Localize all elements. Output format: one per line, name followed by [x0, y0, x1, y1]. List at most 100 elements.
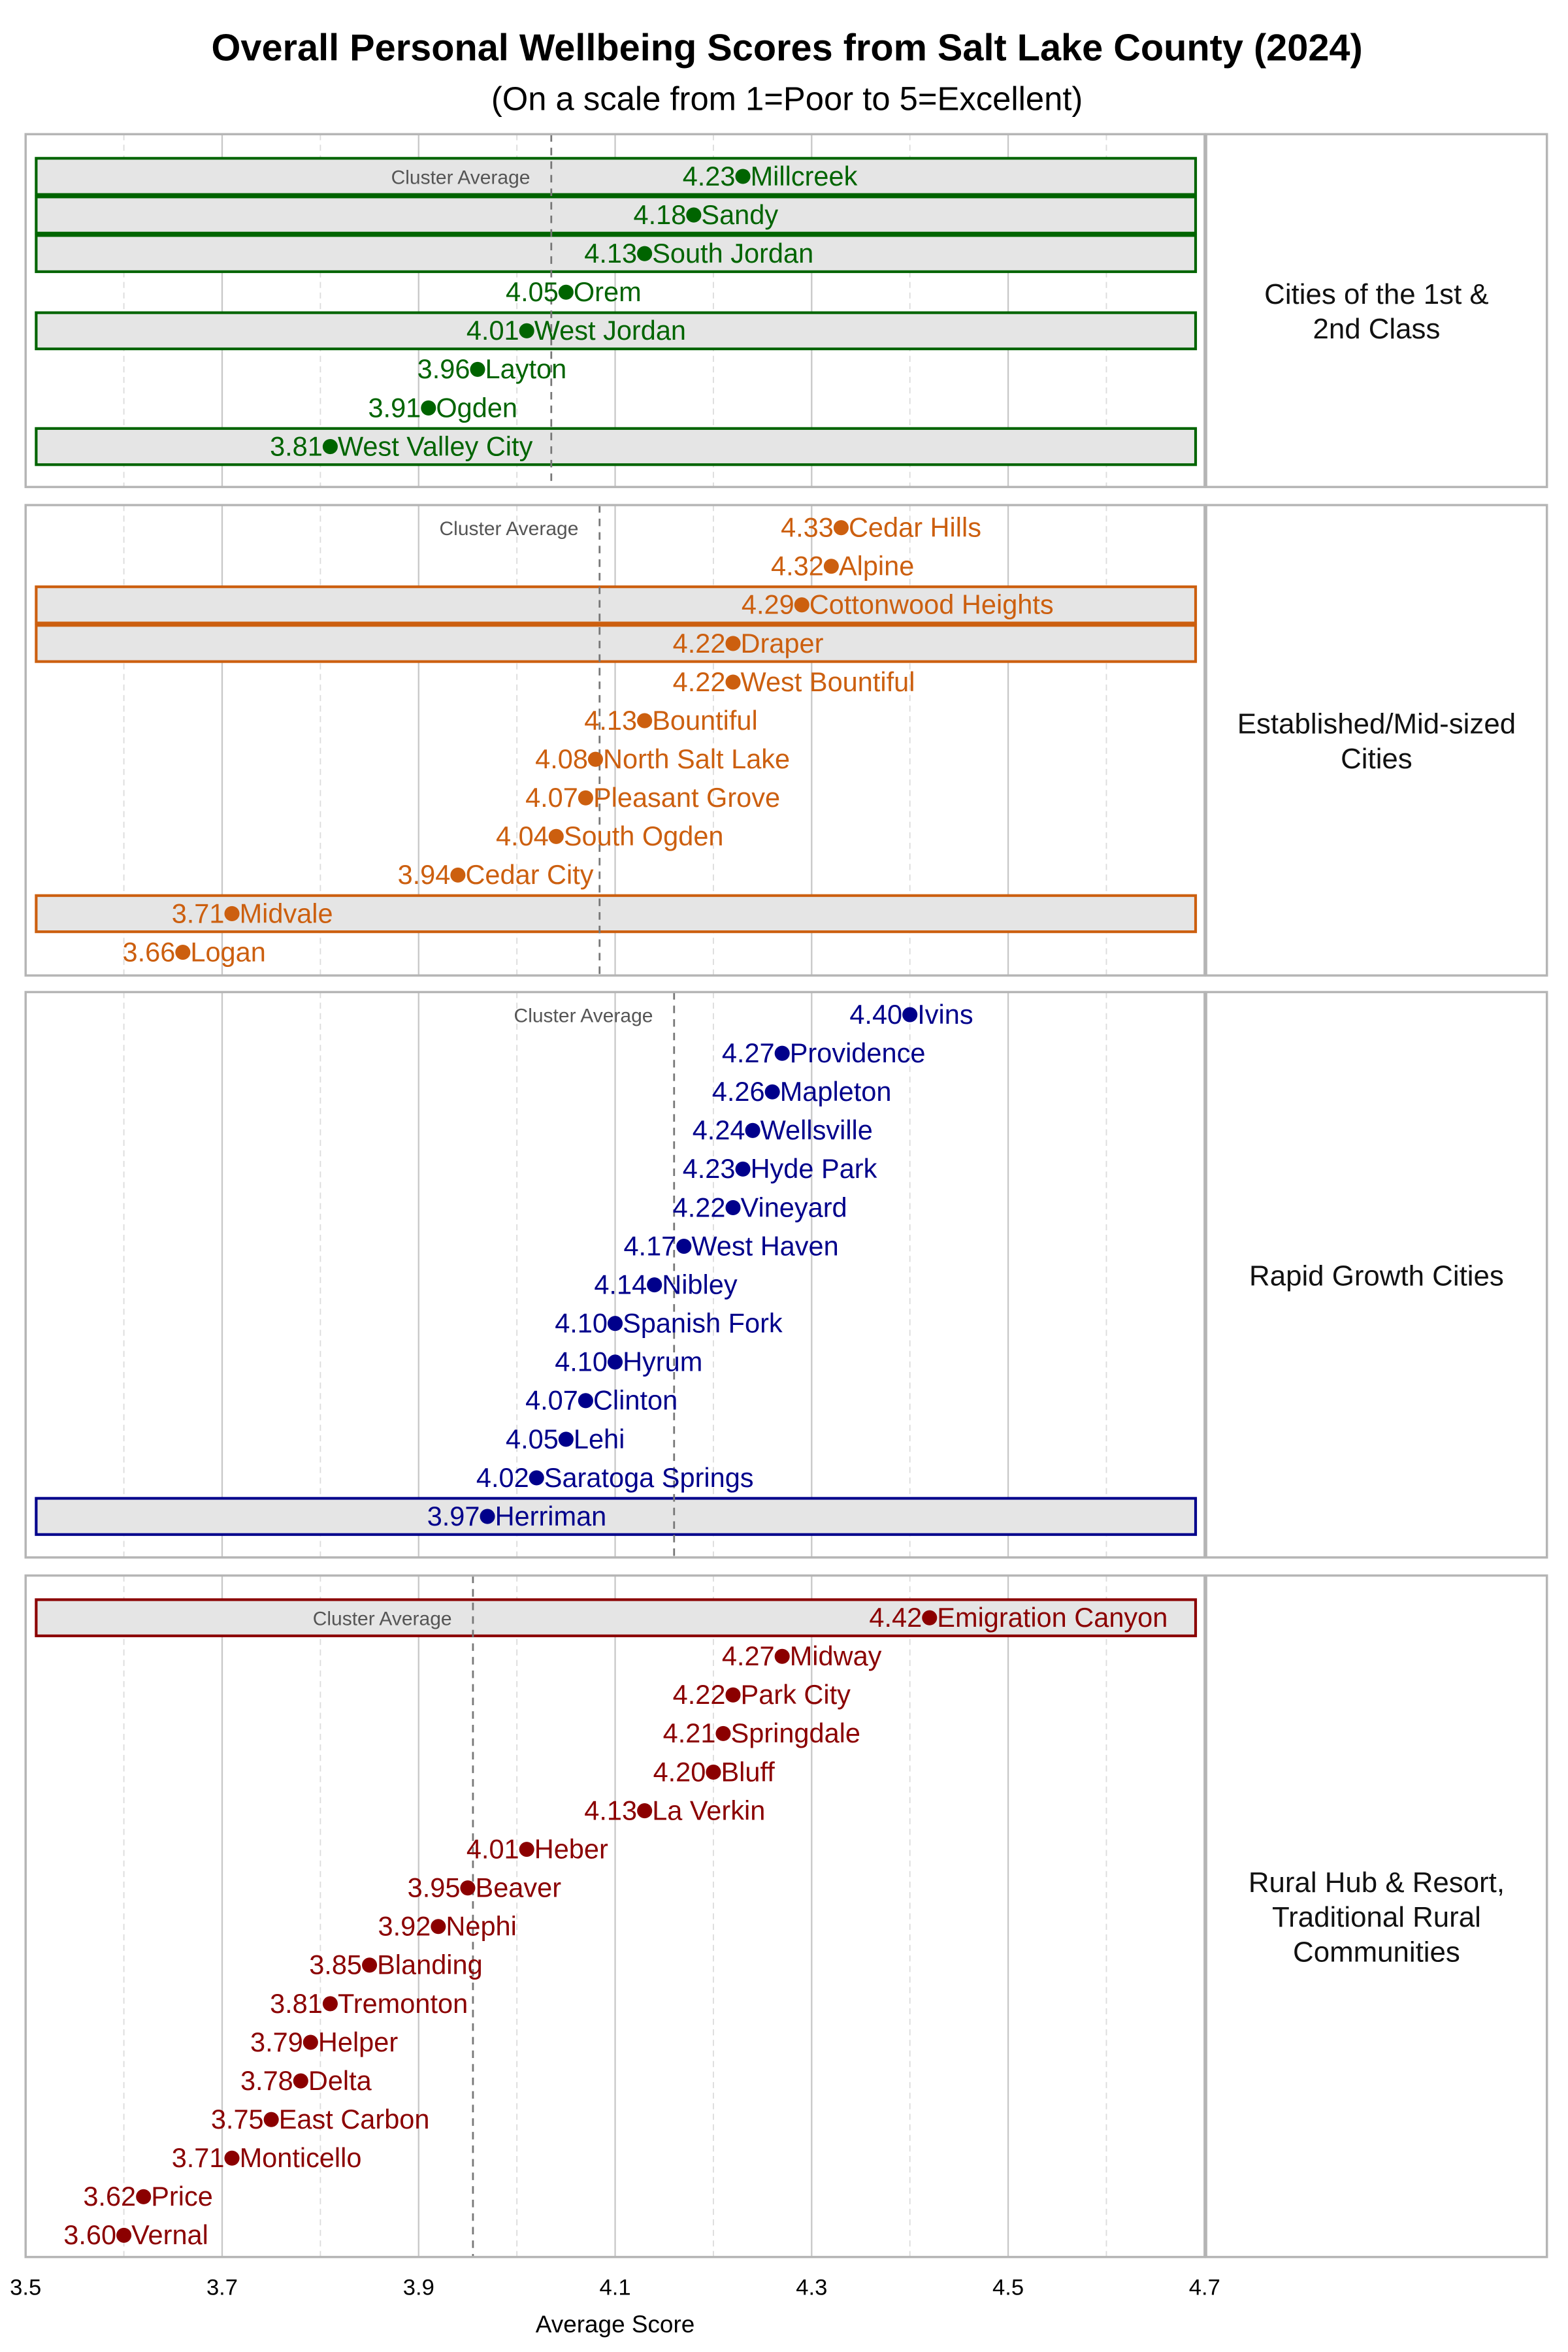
data-point [470, 361, 485, 377]
x-tick-label: 3.7 [206, 2275, 238, 2300]
data-point [450, 867, 466, 883]
data-point [421, 400, 436, 416]
data-point [224, 2150, 240, 2166]
city-name-label: Ogden [436, 392, 517, 423]
city-name-label: Herriman [495, 1501, 607, 1531]
data-value-label: 3.66 [122, 936, 175, 967]
data-point [676, 1239, 692, 1254]
city-name-label: South Jordan [652, 238, 813, 269]
city-name-label: West Haven [691, 1230, 838, 1261]
x-tick-label: 4.7 [1189, 2275, 1220, 2300]
city-name-label: Sandy [701, 199, 778, 230]
facet-panel: Cluster Average 4.23 Millcreek 4.18 Sandy 4.1… [24, 133, 1548, 489]
city-name-label: West Bountiful [741, 666, 915, 697]
city-name-label: Hyde Park [751, 1153, 877, 1184]
data-point [519, 323, 534, 338]
facet-strip-label: Rapid Growth Cities [1249, 1260, 1504, 1292]
city-name-label: Nephi [446, 1911, 516, 1942]
highlight-box [35, 427, 1198, 466]
data-value-label: 4.04 [496, 821, 549, 851]
data-point [637, 713, 653, 728]
city-name-label: Logan [190, 936, 265, 967]
data-value-label: 4.14 [594, 1269, 647, 1299]
city-name-label: Layton [485, 353, 567, 384]
data-value-label: 4.10 [555, 1347, 608, 1377]
data-value-label: 4.23 [683, 1153, 736, 1184]
data-value-label: 3.79 [250, 2027, 303, 2057]
facet-strip-label: 2nd Class [1313, 313, 1440, 345]
city-name-label: West Valley City [338, 431, 533, 461]
data-point [548, 828, 564, 844]
city-name-label: Midway [790, 1641, 882, 1671]
facet-strip [1205, 504, 1548, 977]
city-name-label: Midvale [240, 898, 333, 928]
data-value-label: 4.22 [673, 628, 726, 659]
city-name-label: Delta [308, 2065, 372, 2096]
data-value-label: 4.22 [673, 1192, 726, 1222]
city-name-label: Cedar City [465, 859, 593, 890]
city-name-label: Clinton [593, 1385, 678, 1416]
city-name-label: Ivins [917, 999, 973, 1030]
x-tick-label: 3.9 [403, 2275, 434, 2300]
panel-border [24, 990, 1206, 1559]
data-point [823, 559, 839, 574]
data-point [774, 1648, 790, 1664]
data-value-label: 3.81 [270, 431, 323, 461]
facet-strip-label: Rural Hub & Resort, [1249, 1867, 1505, 1899]
city-name-label: West Jordan [534, 315, 686, 346]
highlight-box [35, 1598, 1198, 1637]
data-value-label: 3.60 [63, 2219, 116, 2250]
city-name-label: Spanish Fork [623, 1308, 783, 1339]
data-value-label: 3.94 [398, 859, 451, 890]
city-name-label: Beaver [476, 1872, 562, 1903]
data-point [578, 790, 593, 806]
city-name-label: Lehi [574, 1424, 625, 1454]
data-value-label: 3.95 [408, 1872, 461, 1903]
data-point [725, 636, 741, 651]
facet-strip [1205, 990, 1548, 1559]
city-name-label: South Ogden [564, 821, 724, 851]
data-point [745, 1122, 760, 1138]
city-name-label: Draper [741, 628, 824, 659]
city-name-label: Vernal [131, 2219, 208, 2250]
x-tick-label: 4.3 [796, 2275, 827, 2300]
data-value-label: 3.78 [240, 2065, 293, 2096]
data-point [587, 751, 603, 767]
x-tick-label: 4.5 [992, 2275, 1024, 2300]
facet-strip-label: Established/Mid-sized [1237, 708, 1516, 740]
data-point [460, 1880, 476, 1896]
data-point [302, 2034, 318, 2050]
city-name-label: Cottonwood Heights [809, 589, 1054, 620]
data-point [558, 1431, 574, 1447]
city-name-label: Heber [534, 1833, 608, 1864]
city-name-label: Nibley [662, 1269, 738, 1299]
data-value-label: 4.10 [555, 1308, 608, 1339]
city-name-label: Bluff [721, 1756, 775, 1787]
chart-title: Overall Personal Wellbeing Scores from S… [212, 27, 1363, 69]
data-value-label: 3.85 [309, 1950, 362, 1980]
panel-border [24, 504, 1206, 977]
data-value-label: 4.26 [712, 1076, 765, 1107]
facet-strip [1205, 133, 1548, 489]
data-point [902, 1007, 918, 1022]
data-point [519, 1842, 534, 1857]
data-point [735, 1161, 751, 1177]
data-point [637, 1803, 653, 1819]
data-value-label: 4.05 [506, 1424, 559, 1454]
city-name-label: Millcreek [751, 161, 858, 191]
highlight-box [35, 1497, 1198, 1536]
city-name-label: Orem [574, 276, 642, 307]
x-tick-label: 4.1 [599, 2275, 630, 2300]
data-value-label: 3.71 [172, 898, 225, 928]
data-point [558, 284, 574, 300]
highlight-box [35, 195, 1198, 235]
data-value-label: 4.23 [683, 161, 736, 191]
highlight-box [35, 311, 1198, 351]
data-point [686, 207, 702, 223]
data-value-label: 4.01 [466, 315, 519, 346]
data-point [764, 1084, 780, 1100]
city-name-label: Springdale [731, 1718, 861, 1748]
data-value-label: 3.71 [172, 2142, 225, 2173]
data-point [322, 439, 338, 455]
